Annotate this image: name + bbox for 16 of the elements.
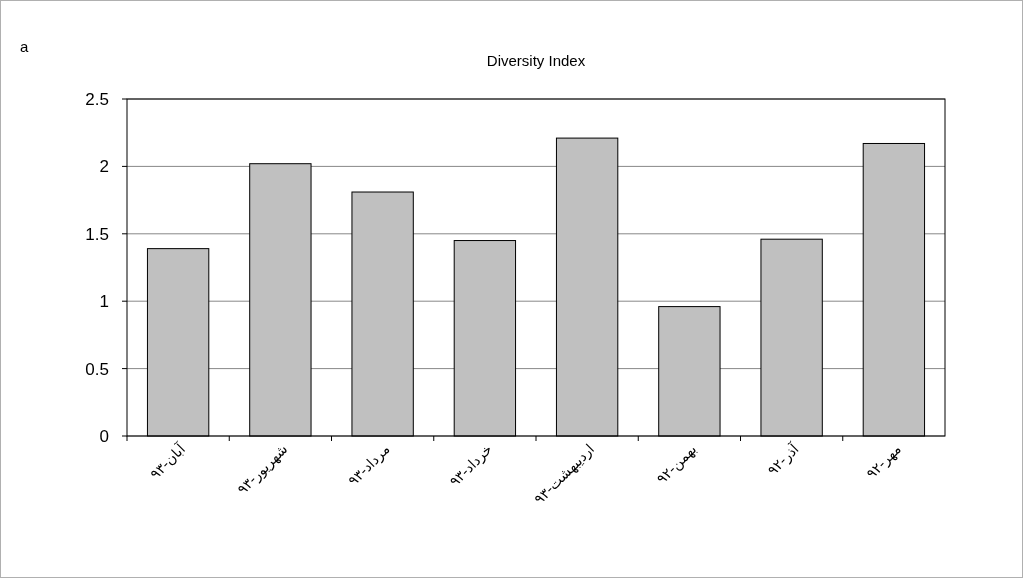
y-tick-label: 2.5 [85, 90, 109, 109]
x-tick-label: آبان-۹۳ [146, 440, 190, 483]
x-tick-label: اردیبهشت-۹۳ [530, 440, 598, 508]
chart-title: Diversity Index [486, 52, 586, 69]
x-tick-label: مرداد-۹۳ [344, 440, 394, 490]
y-tick-label: 2 [99, 157, 109, 177]
x-tick-label: خرداد-۹۳ [446, 440, 496, 491]
text: a [20, 38, 29, 55]
x-tick-label: شهریور-۹۳ [233, 440, 292, 499]
x-tick-label: مهر-۹۲ [863, 440, 905, 483]
y-tick-label: 0 [99, 427, 109, 446]
y-tick-label: 1 [99, 292, 109, 312]
y-tick-label: 0.5 [85, 359, 109, 379]
x-tick-label: آذر-۹۲ [764, 440, 804, 479]
x-tick-label: بهمن-۹۲ [653, 440, 701, 488]
y-tick-label: 1.5 [85, 224, 109, 244]
